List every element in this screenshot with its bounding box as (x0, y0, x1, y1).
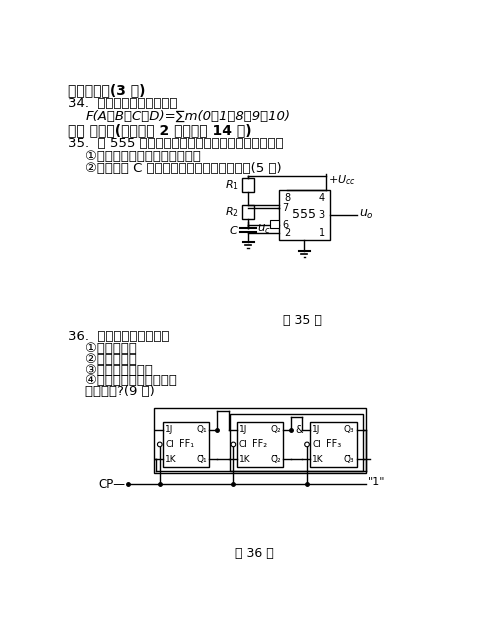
Text: CI: CI (239, 440, 248, 449)
Text: 7: 7 (282, 203, 288, 213)
Bar (242, 178, 254, 192)
Text: FF₂: FF₂ (252, 440, 267, 449)
Text: $R_2$: $R_2$ (225, 205, 239, 219)
Text: +$U_{cc}$: +$U_{cc}$ (328, 173, 356, 187)
Text: $R_1$: $R_1$ (225, 178, 239, 192)
Bar (279, 190, 330, 239)
Text: 1K: 1K (313, 455, 324, 464)
Text: 555: 555 (292, 208, 316, 221)
Text: Q̅₁: Q̅₁ (196, 455, 207, 464)
Bar (237, 422, 283, 467)
Bar (310, 422, 357, 467)
Text: 34.  用卡诺图化简逻辑函数: 34. 用卡诺图化简逻辑函数 (68, 97, 178, 110)
Text: 1J: 1J (313, 425, 321, 434)
Text: ④该电路是同步电路还是: ④该电路是同步电路还是 (68, 374, 177, 387)
Text: 异步电路?(9 分): 异步电路?(9 分) (68, 385, 155, 398)
Text: ①写出输出信号的周期表达式；: ①写出输出信号的周期表达式； (68, 149, 201, 163)
Text: 35.  由 555 集成定时器构成的多谐振荡器如图所示：: 35. 由 555 集成定时器构成的多谐振荡器如图所示： (68, 137, 284, 150)
Text: "1": "1" (368, 477, 386, 487)
Text: Q₃: Q₃ (343, 425, 354, 434)
Text: Q̅₃: Q̅₃ (343, 455, 354, 464)
Text: 1K: 1K (165, 455, 177, 464)
Bar (230, 415, 363, 471)
Bar (163, 422, 209, 467)
Text: 1J: 1J (239, 425, 247, 434)
Text: ②求状态方程: ②求状态方程 (68, 353, 137, 366)
Text: 8: 8 (285, 193, 291, 203)
Text: ②写出电容 C 两端的最大、最小峰值电压。(5 分): ②写出电容 C 两端的最大、最小峰值电压。(5 分) (68, 162, 282, 175)
Text: Q₁: Q₁ (196, 425, 207, 434)
Text: &: & (295, 425, 303, 435)
Text: Q₂: Q₂ (270, 425, 281, 434)
Text: FF₁: FF₁ (178, 440, 194, 449)
Text: $u_o$: $u_o$ (359, 208, 374, 221)
Bar (154, 408, 366, 473)
Text: 6: 6 (282, 220, 288, 230)
Text: CI: CI (165, 440, 174, 449)
Text: FF₃: FF₃ (326, 440, 341, 449)
Bar (242, 205, 254, 219)
Text: 1K: 1K (239, 455, 250, 464)
Text: 4: 4 (319, 193, 325, 203)
Text: ①写驱动方程: ①写驱动方程 (68, 342, 137, 355)
Text: 四、计算题(3 分): 四、计算题(3 分) (68, 83, 146, 97)
Text: 2: 2 (285, 227, 291, 238)
Text: 题 35 图: 题 35 图 (283, 314, 322, 328)
Text: CP—: CP— (99, 478, 126, 491)
Text: 1J: 1J (165, 425, 173, 434)
Text: 36.  时序电路如图所示：: 36. 时序电路如图所示： (68, 329, 170, 343)
Text: CI: CI (313, 440, 322, 449)
Text: F(A，B，C，D)=∑m(0，1，8，9，10): F(A，B，C，D)=∑m(0，1，8，9，10) (85, 110, 290, 122)
Bar (270, 220, 279, 228)
Text: 题 36 图: 题 36 图 (235, 547, 274, 560)
Text: 1: 1 (319, 227, 325, 238)
Text: $u_c$: $u_c$ (257, 223, 271, 236)
Text: 五、 分析题(本大题共 2 小题，共 14 分): 五、 分析题(本大题共 2 小题，共 14 分) (68, 123, 252, 137)
Text: 3: 3 (319, 210, 325, 220)
Text: ③画出状态转换图: ③画出状态转换图 (68, 364, 153, 377)
Text: Q̅₂: Q̅₂ (270, 455, 281, 464)
Text: $C$: $C$ (229, 224, 239, 236)
